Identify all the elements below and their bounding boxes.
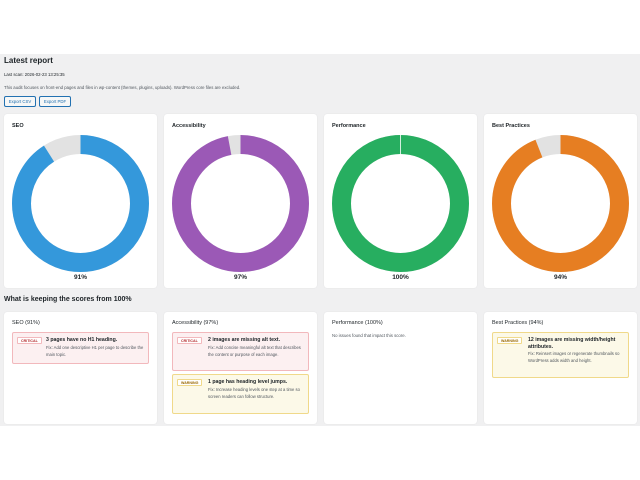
issue-fix: Fix: Add one descriptive H1 per page to … (46, 345, 144, 357)
card-title: Performance (332, 123, 366, 129)
score-percent: 91% (73, 274, 87, 281)
warning-badge: WARNING (177, 379, 203, 386)
card-title: Best Practices (492, 123, 530, 129)
accessibility-issues-card: Accessibility (97%) CRITICAL 2 images ar… (164, 312, 317, 424)
donut-score-arc (492, 135, 629, 272)
issue-heading: 2 images are missing alt text. (208, 337, 281, 343)
score-percent: 97% (233, 274, 247, 281)
issue-heading: 3 pages have no H1 heading. (46, 337, 118, 343)
donut-score-arc (172, 135, 309, 272)
best-practices-donut-chart (492, 135, 629, 272)
card-title: SEO (12, 123, 24, 129)
issue-heading: 1 page has heading level jumps. (208, 379, 288, 385)
best-practices-issues-card: Best Practices (94%) WARNING 12 images a… (484, 312, 637, 424)
seo-donut-chart (12, 135, 149, 272)
issue-fix: Fix: Add concise meaningful alt text tha… (208, 345, 301, 357)
issues-card-title: Best Practices (94%) (492, 320, 544, 326)
card-title: Accessibility (172, 123, 206, 129)
best-practices-score-card: Best Practices 94% (484, 114, 637, 288)
no-issues-text: No issues found that impact this score. (332, 333, 406, 338)
issues-card-title: Accessibility (97%) (172, 320, 219, 326)
export-pdf-button[interactable]: Export PDF (39, 96, 71, 107)
performance-donut-chart (332, 135, 469, 272)
issue-fix: Fix: Reinsert images or regenerate thumb… (528, 351, 620, 363)
export-csv-button[interactable]: Export CSV (4, 96, 36, 107)
donut-score-arc (12, 135, 149, 272)
score-percent: 100% (392, 274, 409, 281)
issue-item: CRITICAL 3 pages have no H1 heading. Fix… (12, 332, 149, 364)
accessibility-score-card: Accessibility 97% (164, 114, 317, 288)
issue-item: CRITICAL 2 images are missing alt text. … (172, 332, 309, 371)
last-scan-text: Last scan: 2026-02-23 13:25:35 (4, 72, 65, 77)
issues-card-title: SEO (91%) (12, 320, 40, 326)
issue-fix: Fix: Increase heading levels one step at… (208, 387, 300, 399)
issues-section-title: What is keeping the scores from 100% (4, 296, 132, 303)
score-percent: 94% (553, 274, 567, 281)
performance-issues-card: Performance (100%) No issues found that … (324, 312, 477, 424)
issue-heading: 12 images are missing width/height attri… (528, 337, 616, 350)
issues-card-title: Performance (100%) (332, 320, 383, 326)
donut-score-arc (332, 135, 469, 272)
critical-badge: CRITICAL (177, 337, 202, 344)
performance-score-card: Performance 100% (324, 114, 477, 288)
accessibility-donut-chart (172, 135, 309, 272)
seo-issues-card: SEO (91%) CRITICAL 3 pages have no H1 he… (4, 312, 157, 424)
issue-item: WARNING 12 images are missing width/heig… (492, 332, 629, 378)
page-title: Latest report (4, 56, 53, 65)
seo-score-card: SEO 91% (4, 114, 157, 288)
audit-scope-note: This audit focuses on front-end pages an… (4, 85, 241, 90)
critical-badge: CRITICAL (17, 337, 42, 344)
warning-badge: WARNING (497, 337, 523, 344)
issue-item: WARNING 1 page has heading level jumps. … (172, 374, 309, 414)
